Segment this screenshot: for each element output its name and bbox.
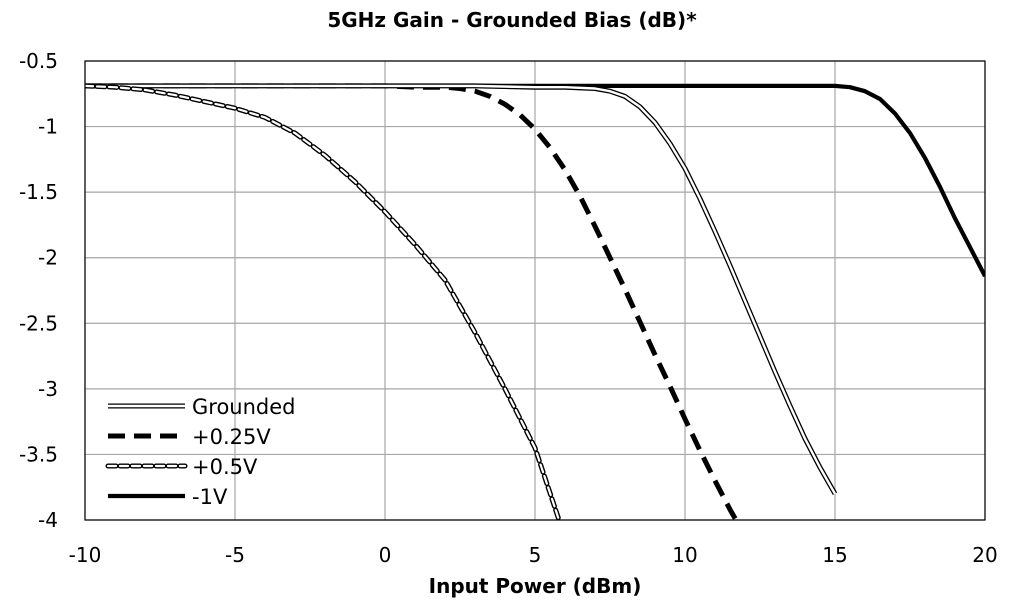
- series-line-inner: [85, 84, 837, 495]
- x-tick-label: -5: [225, 543, 245, 567]
- legend-label: +0.25V: [192, 425, 271, 449]
- y-tick-label: -1.5: [19, 180, 58, 204]
- series-line-inner: [85, 84, 561, 520]
- x-tick-label: 15: [822, 543, 847, 567]
- x-tick-label: 0: [379, 543, 392, 567]
- series-2: [85, 83, 562, 520]
- series-line: [85, 83, 739, 520]
- chart-title: 5GHz Gain - Grounded Bias (dB)*: [327, 8, 697, 32]
- y-tick-label: -4: [38, 508, 58, 532]
- x-tick-label: 10: [672, 543, 697, 567]
- y-tick-label: -1: [38, 115, 58, 139]
- series-1: [85, 83, 739, 520]
- x-tick-label: 5: [529, 543, 542, 567]
- y-tick-label: -2.5: [19, 311, 58, 335]
- legend: Grounded +0.25V +0.5V -1V: [105, 395, 296, 509]
- x-tick-label: -10: [69, 543, 102, 567]
- series-0: [85, 83, 838, 496]
- legend-label: -1V: [192, 485, 228, 509]
- y-tick-label: -3.5: [19, 442, 58, 466]
- plot-frame: [84, 60, 986, 521]
- x-axis-label: Input Power (dBm): [428, 574, 642, 598]
- legend-label: Grounded: [192, 395, 296, 419]
- x-tick-label: 20: [972, 543, 997, 567]
- y-tick-label: -3: [38, 377, 58, 401]
- x-tick-labels: -10 -5 0 5 10 15 20: [69, 543, 998, 567]
- y-tick-label: -2: [38, 246, 58, 270]
- legend-label: +0.5V: [192, 455, 258, 479]
- y-tick-labels: -0.5 -1 -1.5 -2 -2.5 -3 -3.5 -4: [19, 49, 58, 532]
- series-lines: [85, 83, 985, 520]
- y-tick-label: -0.5: [19, 49, 58, 73]
